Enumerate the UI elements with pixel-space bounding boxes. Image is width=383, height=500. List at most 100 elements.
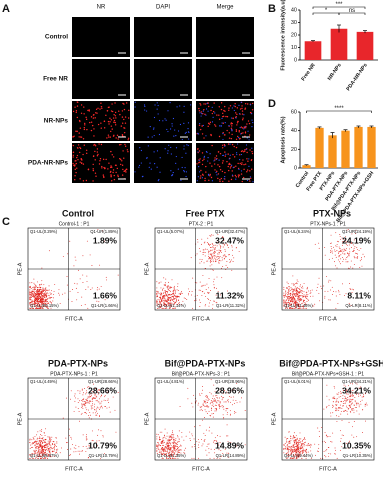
event-dot [300, 290, 302, 292]
event-dot [169, 287, 171, 289]
event-dot [219, 442, 221, 443]
nr-signal [227, 153, 229, 155]
event-dot [288, 305, 290, 306]
event-dot [290, 304, 292, 306]
event-dot [299, 432, 301, 434]
event-dot [52, 300, 54, 302]
dapi-signal [248, 158, 250, 160]
event-dot [38, 296, 40, 298]
event-dot [289, 296, 291, 298]
event-dot [225, 410, 227, 412]
event-dot [65, 397, 67, 399]
nr-signal [122, 168, 124, 171]
event-dot [169, 455, 171, 457]
nr-signal [218, 114, 220, 116]
nr-signal [204, 179, 206, 182]
nr-signal [224, 151, 226, 153]
event-dot [342, 252, 344, 254]
event-dot [51, 302, 52, 304]
event-dot [39, 446, 41, 448]
event-dot [294, 445, 296, 447]
event-dot [302, 305, 304, 307]
event-dot [157, 298, 159, 300]
event-dot [174, 447, 176, 449]
event-dot [336, 420, 338, 422]
column-header: DAPI [156, 5, 170, 11]
event-dot [338, 291, 340, 293]
event-dot [33, 449, 35, 451]
dapi-signal [251, 147, 253, 149]
nr-signal [222, 160, 224, 162]
dapi-signal [156, 102, 158, 104]
dapi-signal [183, 170, 185, 172]
event-dot [89, 396, 91, 398]
nr-signal [229, 105, 232, 107]
event-dot [340, 410, 342, 412]
event-dot [233, 389, 234, 391]
event-dot [54, 444, 56, 446]
event-dot [293, 436, 295, 438]
event-dot [167, 285, 169, 287]
dapi-signal [152, 128, 155, 130]
dapi-signal [181, 138, 183, 141]
event-dot [284, 436, 286, 438]
event-dot [43, 447, 45, 449]
event-dot [88, 392, 90, 394]
event-dot [39, 430, 41, 432]
event-dot [316, 450, 318, 452]
event-dot [286, 454, 288, 456]
event-dot [219, 294, 221, 296]
event-dot [338, 289, 339, 291]
event-dot [166, 286, 168, 288]
event-dot [157, 448, 159, 450]
event-dot [326, 434, 328, 436]
event-dot [340, 254, 342, 256]
event-dot [112, 396, 114, 398]
event-dot [171, 454, 172, 456]
event-dot [212, 403, 214, 405]
event-dot [158, 296, 160, 298]
event-dot [230, 260, 231, 262]
event-dot [293, 307, 295, 309]
event-dot [307, 451, 309, 453]
event-dot [180, 293, 182, 295]
event-dot [163, 284, 165, 286]
event-dot [166, 300, 168, 302]
event-dot [96, 390, 98, 392]
event-dot [188, 291, 190, 293]
event-dot [217, 253, 218, 255]
event-dot [208, 452, 210, 454]
event-dot [355, 242, 357, 244]
event-dot [341, 419, 343, 421]
nr-signal [238, 129, 240, 132]
event-dot [82, 404, 84, 406]
nr-signal [114, 121, 116, 124]
nr-signal [200, 175, 202, 177]
event-dot [163, 450, 165, 452]
event-dot [38, 305, 40, 306]
dapi-signal [183, 171, 186, 173]
event-dot [47, 443, 49, 444]
event-dot [36, 301, 38, 302]
dapi-signal [235, 178, 237, 180]
event-dot [291, 445, 293, 447]
nr-signal [241, 107, 243, 110]
nr-signal [109, 136, 111, 138]
event-dot [236, 382, 238, 384]
event-dot [214, 442, 216, 444]
event-dot [330, 250, 332, 252]
dapi-signal [165, 119, 167, 121]
event-dot [42, 453, 44, 455]
event-dot [43, 284, 45, 286]
event-dot [347, 229, 349, 231]
dapi-signal [231, 107, 233, 109]
x-axis-label: FITC-A [65, 466, 83, 472]
event-dot [336, 457, 338, 459]
event-dot [178, 293, 180, 295]
event-dot [286, 287, 288, 288]
event-dot [343, 250, 345, 252]
event-dot [221, 236, 223, 238]
event-dot [93, 398, 95, 399]
dapi-signal [156, 108, 158, 110]
event-dot [168, 305, 170, 307]
